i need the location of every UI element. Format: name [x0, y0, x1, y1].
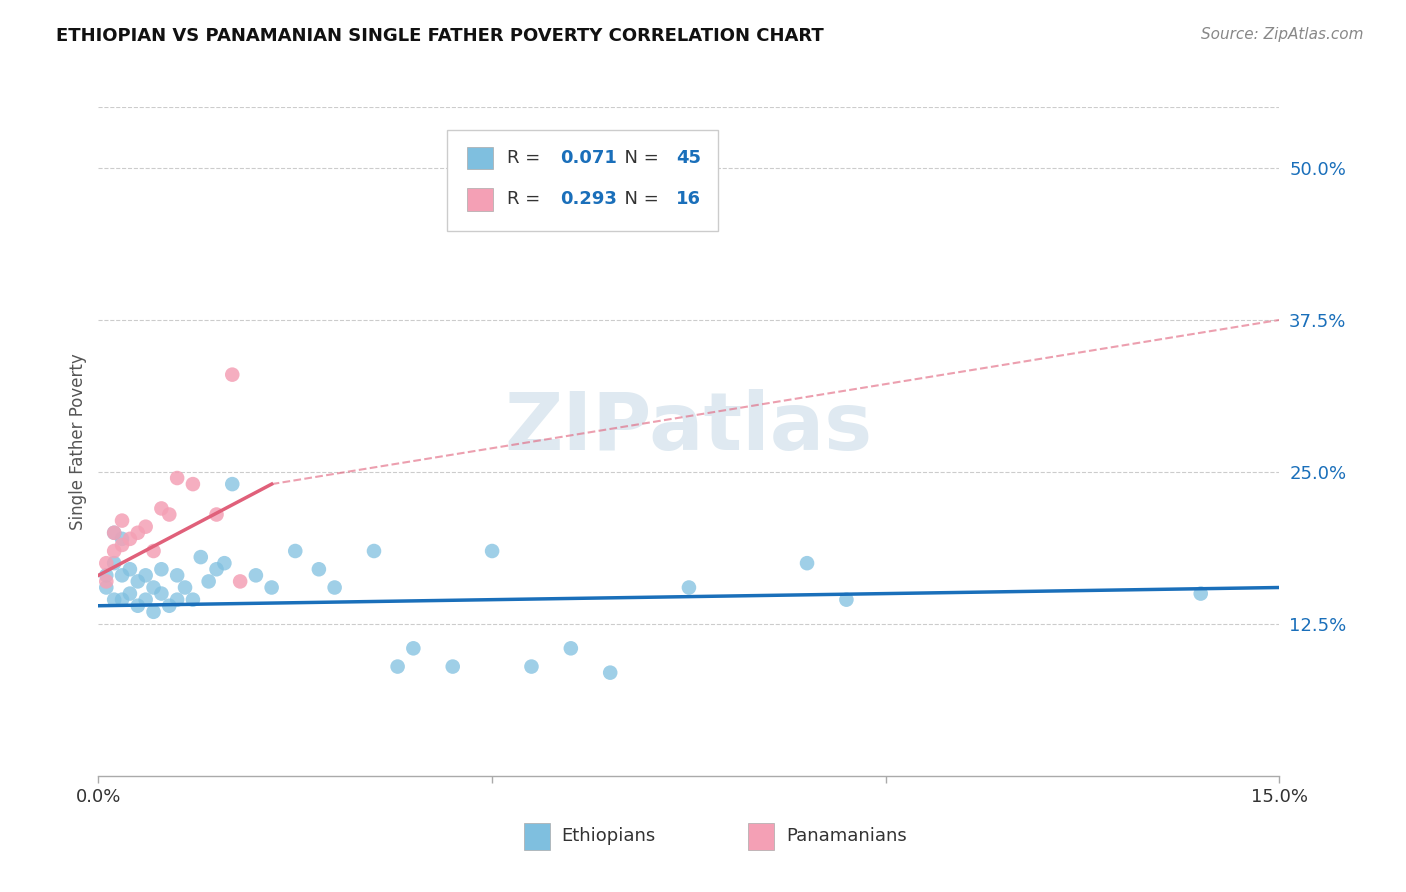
Point	[127, 525, 149, 540]
Point	[135, 519, 157, 533]
Point	[214, 556, 236, 570]
Text: 16: 16	[676, 190, 702, 209]
Point	[111, 538, 134, 552]
Point	[142, 605, 165, 619]
Point	[103, 525, 125, 540]
FancyBboxPatch shape	[523, 822, 550, 849]
Text: R =: R =	[508, 190, 546, 209]
Point	[166, 568, 188, 582]
Point	[181, 477, 204, 491]
Point	[157, 508, 180, 522]
Point	[402, 641, 425, 656]
Point	[150, 586, 173, 600]
Point	[103, 592, 125, 607]
Point	[323, 581, 346, 595]
Text: 45: 45	[676, 149, 702, 167]
FancyBboxPatch shape	[467, 188, 494, 211]
Text: N =: N =	[613, 149, 665, 167]
Point	[260, 581, 283, 595]
Point	[157, 599, 180, 613]
Point	[103, 556, 125, 570]
Point	[127, 574, 149, 589]
Point	[135, 568, 157, 582]
Text: Source: ZipAtlas.com: Source: ZipAtlas.com	[1201, 27, 1364, 42]
Text: N =: N =	[613, 190, 665, 209]
Point	[205, 562, 228, 576]
Point	[560, 641, 582, 656]
Text: Panamanians: Panamanians	[786, 827, 907, 846]
Point	[103, 544, 125, 558]
Point	[245, 568, 267, 582]
Point	[387, 659, 409, 673]
Point	[174, 581, 197, 595]
Point	[221, 477, 243, 491]
Point	[142, 581, 165, 595]
Point	[166, 592, 188, 607]
Y-axis label: Single Father Poverty: Single Father Poverty	[69, 353, 87, 530]
Point	[111, 592, 134, 607]
Point	[118, 586, 141, 600]
Point	[1189, 586, 1212, 600]
Point	[150, 562, 173, 576]
Point	[96, 556, 118, 570]
Point	[111, 568, 134, 582]
Point	[190, 550, 212, 565]
Point	[205, 508, 228, 522]
Point	[135, 592, 157, 607]
Point	[363, 544, 385, 558]
Text: R =: R =	[508, 149, 546, 167]
Point	[96, 568, 118, 582]
Point	[441, 659, 464, 673]
Point	[835, 592, 858, 607]
Point	[111, 532, 134, 546]
Text: Ethiopians: Ethiopians	[561, 827, 655, 846]
Point	[96, 581, 118, 595]
Text: 0.293: 0.293	[560, 190, 617, 209]
Point	[118, 562, 141, 576]
FancyBboxPatch shape	[467, 147, 494, 169]
Point	[103, 525, 125, 540]
Point	[221, 368, 243, 382]
Point	[96, 574, 118, 589]
Point	[229, 574, 252, 589]
Point	[150, 501, 173, 516]
Point	[308, 562, 330, 576]
Point	[481, 544, 503, 558]
Point	[118, 532, 141, 546]
Point	[197, 574, 219, 589]
Point	[678, 581, 700, 595]
Point	[520, 659, 543, 673]
Point	[654, 167, 676, 181]
Point	[111, 514, 134, 528]
Point	[142, 544, 165, 558]
Point	[127, 599, 149, 613]
Point	[599, 665, 621, 680]
FancyBboxPatch shape	[447, 130, 718, 231]
Point	[181, 592, 204, 607]
Text: ETHIOPIAN VS PANAMANIAN SINGLE FATHER POVERTY CORRELATION CHART: ETHIOPIAN VS PANAMANIAN SINGLE FATHER PO…	[56, 27, 824, 45]
Point	[284, 544, 307, 558]
Point	[796, 556, 818, 570]
FancyBboxPatch shape	[748, 822, 773, 849]
Point	[166, 471, 188, 485]
Text: 0.071: 0.071	[560, 149, 617, 167]
Text: ZIPatlas: ZIPatlas	[505, 389, 873, 467]
